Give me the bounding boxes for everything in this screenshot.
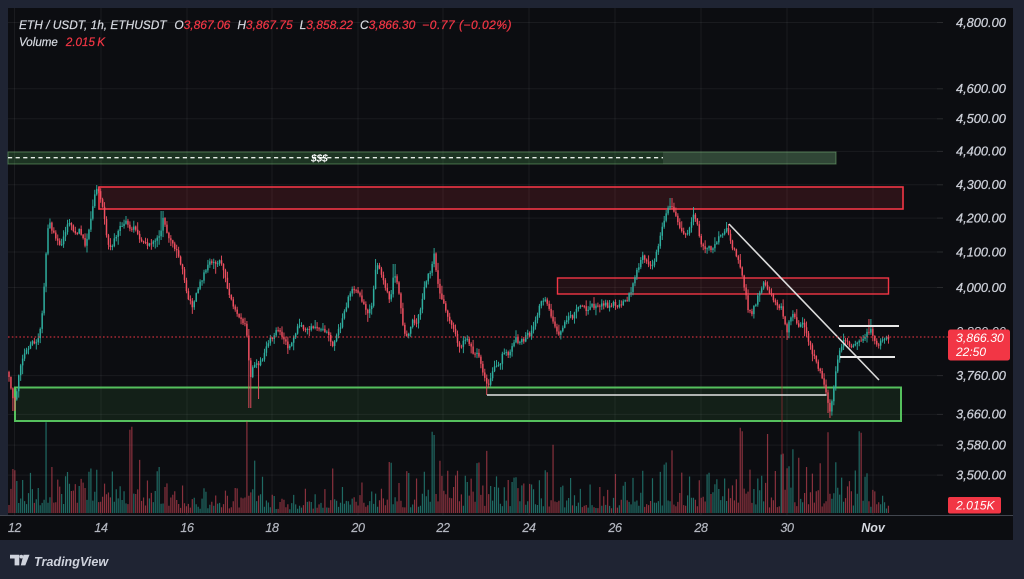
- svg-text:4,000.00: 4,000.00: [956, 280, 1007, 295]
- svg-text:3,500.00: 3,500.00: [956, 467, 1007, 482]
- svg-text:TradingView: TradingView: [34, 555, 109, 569]
- svg-text:3,866.30: 3,866.30: [956, 331, 1004, 345]
- svg-text:18: 18: [265, 521, 279, 535]
- svg-text:4,500.00: 4,500.00: [956, 111, 1007, 126]
- svg-text:4,100.00: 4,100.00: [956, 244, 1007, 259]
- svg-text:24: 24: [521, 521, 536, 535]
- svg-text:4,400.00: 4,400.00: [956, 144, 1007, 159]
- svg-text:Nov: Nov: [861, 521, 886, 535]
- svg-text:2.015K: 2.015K: [955, 499, 995, 513]
- svg-text:28: 28: [693, 521, 708, 535]
- svg-text:26: 26: [607, 521, 622, 535]
- svg-text:12: 12: [8, 521, 22, 535]
- svg-text:$$$: $$$: [310, 154, 328, 165]
- svg-text:4,600.00: 4,600.00: [956, 81, 1007, 96]
- svg-text:22: 22: [435, 521, 450, 535]
- svg-text:4,200.00: 4,200.00: [956, 210, 1007, 225]
- svg-text:14: 14: [94, 521, 108, 535]
- svg-text:4,300.00: 4,300.00: [956, 177, 1007, 192]
- svg-text:20: 20: [350, 521, 365, 535]
- svg-text:3,660.00: 3,660.00: [956, 407, 1007, 422]
- svg-text:3,760.00: 3,760.00: [956, 368, 1007, 383]
- svg-text:3,580.00: 3,580.00: [956, 437, 1007, 452]
- svg-text:22:50: 22:50: [955, 345, 986, 359]
- svg-text:4,800.00: 4,800.00: [956, 15, 1007, 30]
- svg-text:16: 16: [180, 521, 194, 535]
- svg-text:30: 30: [780, 521, 794, 535]
